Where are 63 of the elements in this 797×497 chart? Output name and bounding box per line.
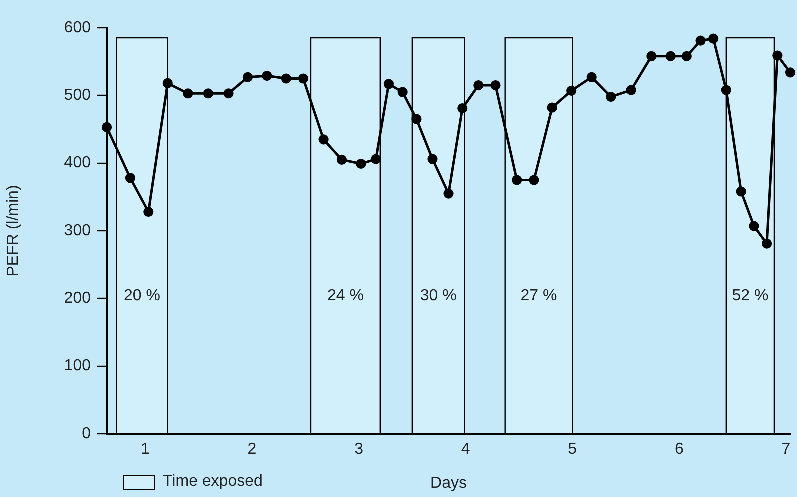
x-tick-label: 1 (140, 441, 150, 458)
point (606, 92, 616, 102)
x-tick-label: 6 (674, 441, 684, 458)
y-tick-label: 0 (82, 425, 92, 442)
x-tick-label: 2 (248, 441, 257, 458)
point (749, 221, 760, 232)
point (125, 173, 136, 184)
point (696, 36, 706, 46)
y-tick-label: 600 (64, 19, 92, 36)
point (785, 68, 796, 78)
point (529, 175, 540, 186)
y-tick-label: 500 (64, 87, 92, 104)
point (318, 134, 329, 145)
x-tick-label: 5 (568, 441, 578, 458)
legend-title: Time exposed (163, 473, 263, 491)
point (646, 51, 657, 62)
point (398, 87, 408, 98)
band-label: 24 % (327, 287, 364, 304)
point (444, 188, 454, 199)
point (666, 51, 676, 62)
point (490, 80, 501, 91)
point (224, 88, 234, 99)
point (412, 114, 422, 124)
point (384, 79, 394, 90)
y-tick-label: 400 (64, 154, 92, 172)
band-label: 52 % (732, 287, 769, 304)
point (586, 72, 597, 82)
band-label: 20 % (124, 287, 160, 304)
point (458, 103, 468, 114)
point (183, 88, 194, 99)
point (102, 122, 112, 133)
point (298, 74, 309, 84)
x-tick-label: 7 (782, 441, 791, 458)
point (626, 85, 636, 96)
point (512, 175, 522, 186)
point (474, 80, 484, 91)
point (762, 238, 772, 249)
point (281, 74, 292, 84)
point (682, 51, 692, 62)
x-tick-label: 3 (354, 441, 364, 458)
point (721, 85, 732, 96)
point (144, 207, 154, 218)
x-tick-label: 4 (461, 441, 470, 458)
point (708, 34, 719, 44)
point (162, 78, 173, 89)
y-tick-label: 200 (64, 290, 92, 308)
point (371, 154, 382, 164)
band-label: 30 % (420, 287, 457, 304)
point (772, 50, 783, 61)
x-axis-title: Days (430, 474, 467, 492)
y-tick-label: 100 (64, 358, 92, 375)
point (428, 154, 438, 164)
band-label: 27 % (520, 287, 558, 304)
point (262, 70, 272, 82)
point (356, 158, 366, 170)
point (566, 86, 577, 96)
point (242, 72, 254, 82)
point (547, 102, 558, 113)
point (336, 154, 348, 165)
point (736, 186, 746, 197)
point (203, 88, 214, 99)
y-tick-label: 300 (64, 222, 92, 240)
y-axis-title: PEFR (l/min) (5, 185, 22, 277)
